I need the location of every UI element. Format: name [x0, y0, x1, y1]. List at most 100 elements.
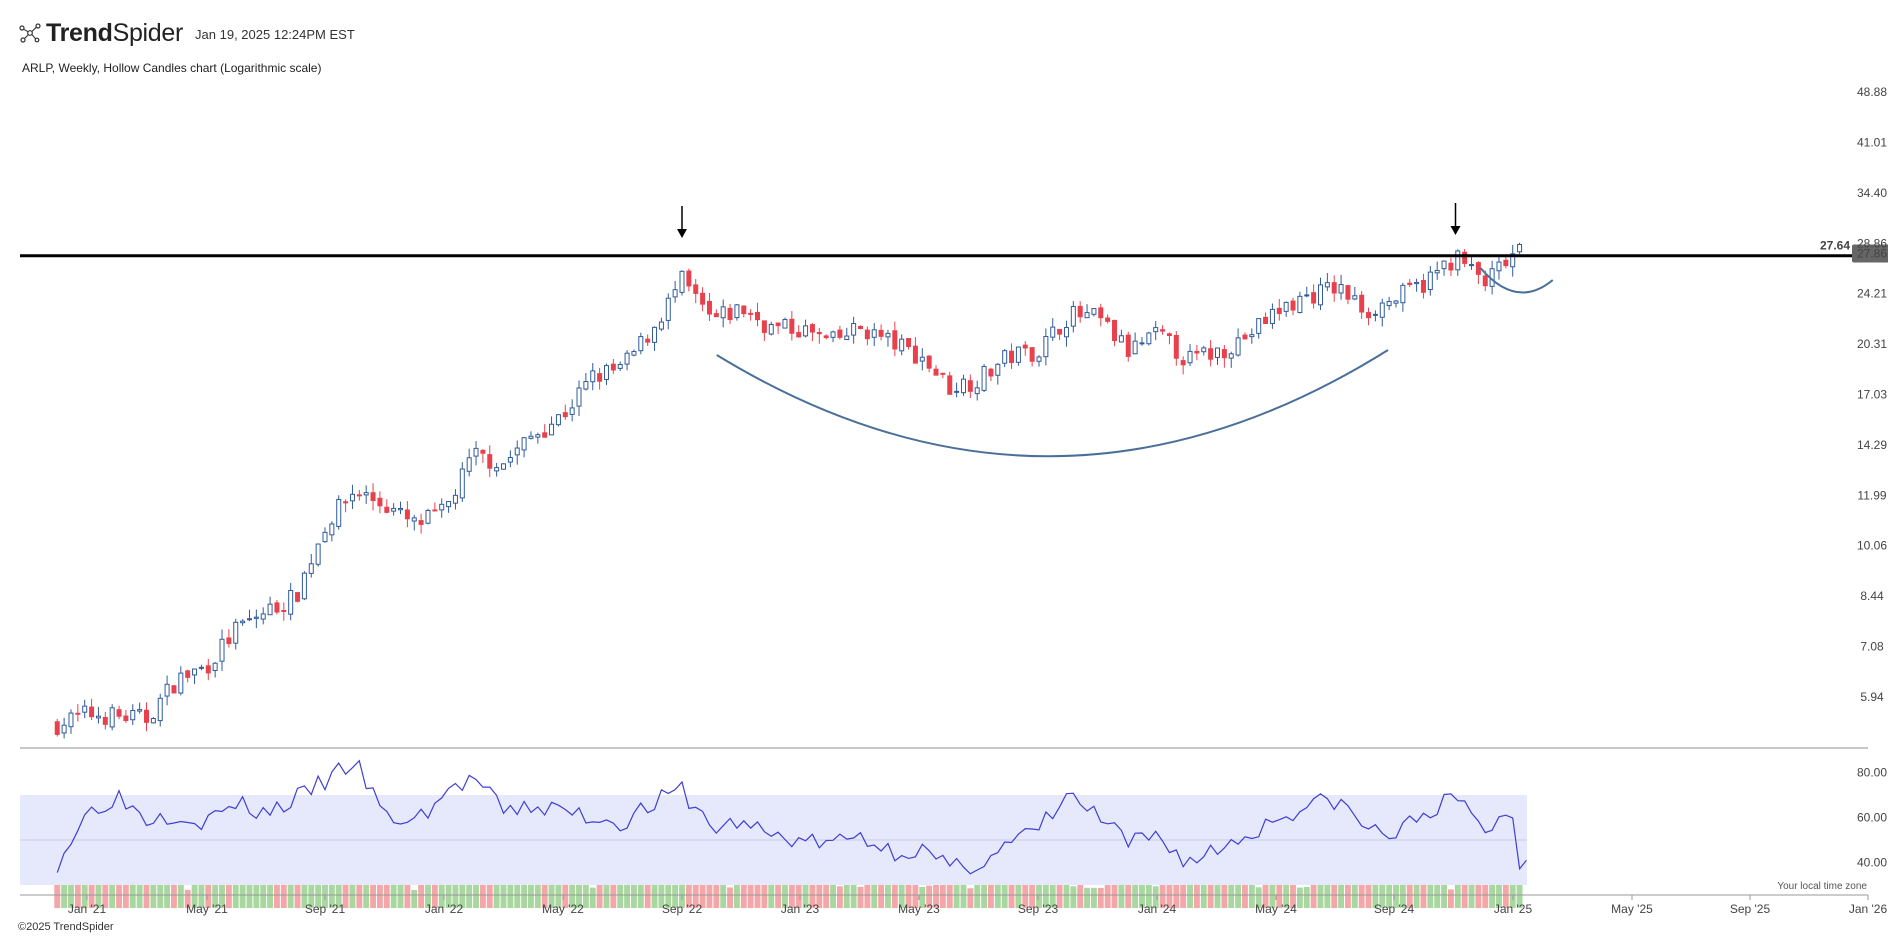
candle-up [391, 507, 397, 512]
candle-down [356, 494, 362, 497]
candle-down [1331, 282, 1337, 294]
candle-up [549, 423, 555, 436]
volume-bar-up [322, 878, 328, 908]
volume-bar-up [569, 862, 576, 908]
candle-down [562, 412, 568, 418]
volume-bar-up [129, 862, 136, 908]
candle-down [1366, 312, 1372, 319]
candle-up [960, 378, 966, 394]
candle-down [892, 330, 898, 350]
candle-down [1345, 285, 1351, 300]
volume-bar-down [1358, 862, 1365, 908]
candle-down [988, 368, 994, 377]
volume-bar-up [871, 880, 878, 908]
candle-down [693, 284, 699, 294]
price-axis-tick-label: 20.31 [1857, 337, 1887, 351]
candle-down [1125, 334, 1131, 357]
volume-bar-up [603, 864, 610, 908]
candle-down [864, 329, 870, 340]
candle-up [1015, 346, 1021, 363]
candle-down [123, 715, 129, 722]
volume-bar-down [933, 868, 939, 908]
candle-down [1276, 307, 1282, 314]
volume-bar-down [116, 869, 122, 908]
arrow-down-icon [677, 229, 687, 238]
time-axis-tick-label: Sep '22 [662, 902, 703, 916]
time-axis-tick-label: May '24 [1255, 902, 1297, 916]
volume-bar-down [74, 883, 81, 908]
candle-down [1482, 275, 1488, 287]
price-axis-tick-label: 28.86 [1857, 236, 1887, 250]
candle-up [1297, 295, 1303, 313]
candle-down [1098, 307, 1104, 319]
price-axis-tick-label: 11.99 [1857, 488, 1886, 502]
candle-up [240, 620, 246, 624]
header-brand: TrendSpider Jan 19, 2025 12:24PM EST [18, 18, 355, 48]
volume-bar-up [1468, 862, 1475, 908]
volume-bar-down [1029, 863, 1036, 908]
candle-up [528, 435, 534, 439]
candle-down [926, 355, 932, 369]
volume-bar-up [850, 874, 857, 908]
candle-up [1139, 342, 1145, 345]
candle-down [967, 380, 973, 392]
volume-bar-up [1070, 886, 1077, 908]
candle-up [288, 590, 294, 615]
candle-down [295, 592, 301, 602]
volume-bar-up [253, 863, 260, 908]
price-axis-tick-label: 7.08 [1860, 639, 1884, 653]
candle-down [823, 335, 829, 339]
candle-up [425, 509, 431, 524]
candle-up [212, 662, 218, 672]
candle-down [480, 449, 486, 454]
candle-down [1208, 348, 1214, 360]
candle-up [1063, 327, 1069, 338]
time-axis-tick-label: Jan '23 [781, 902, 820, 916]
annotations: 27.64 27.86 [20, 203, 1888, 458]
candle-up [1434, 269, 1440, 274]
volume-bar-up [631, 871, 637, 908]
candle-down [432, 509, 438, 512]
candle-down [1022, 344, 1028, 349]
candle-up [1427, 271, 1433, 291]
candle-down [1242, 334, 1248, 340]
candle-down [205, 665, 211, 674]
timezone-note: Your local time zone [1777, 881, 1867, 892]
candle-up [1146, 332, 1152, 345]
candle-down [542, 432, 548, 438]
candle-up [398, 507, 404, 511]
candle-up [919, 356, 925, 362]
time-axis-tick-label: Sep '23 [1018, 902, 1059, 916]
candle-down [1503, 259, 1509, 267]
candle-up [1153, 327, 1159, 333]
candle-down [610, 363, 616, 371]
candle-up [1036, 356, 1042, 362]
volume-bar-down [184, 889, 191, 908]
volume-bar-down [1097, 887, 1104, 908]
candle-down [1029, 347, 1035, 362]
volume-bar-up [637, 868, 644, 908]
candle-up [473, 447, 479, 457]
candle-down [370, 492, 376, 502]
rsi-axis-tick-label: 40.00 [1857, 856, 1887, 870]
rsi-axis-tick-label: 80.00 [1857, 766, 1887, 780]
volume-bar-down [418, 880, 425, 908]
candle-down [1221, 349, 1227, 359]
time-axis-tick-label: Jan '24 [1138, 902, 1177, 916]
candle-down [1105, 317, 1111, 322]
volume-bar-down [225, 877, 232, 908]
candle-up [1372, 313, 1378, 316]
volume-bar-down [143, 883, 150, 908]
volume-bar-down [431, 871, 438, 908]
candle-up [198, 666, 204, 669]
candle-down [706, 300, 712, 315]
volume-bar-up [1379, 865, 1386, 908]
price-axis-tick-label: 5.94 [1860, 690, 1884, 704]
volume-bar-down [1420, 872, 1427, 908]
candle-down [1462, 251, 1468, 264]
candle-up [1469, 264, 1475, 267]
volume-bar-down [102, 866, 109, 908]
volume-bar-down [610, 862, 617, 908]
volume-bar-down [816, 865, 823, 908]
